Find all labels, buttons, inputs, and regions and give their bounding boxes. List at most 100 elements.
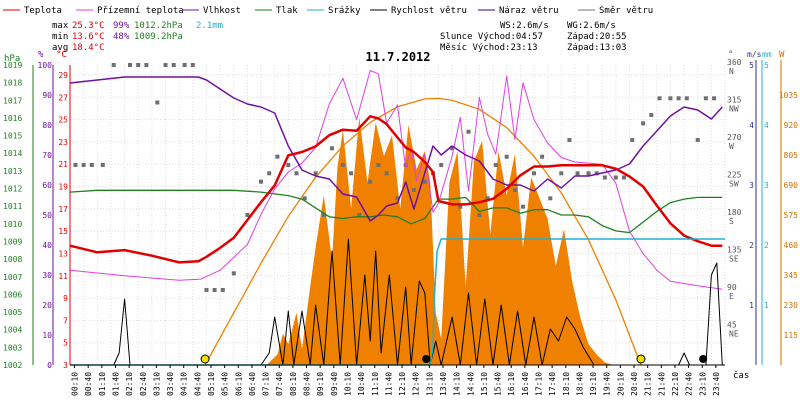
y-tick-mm: 3: [764, 181, 769, 190]
y-tick-pct: 60: [42, 181, 52, 190]
x-tick-label: 16:10: [507, 372, 516, 396]
x-tick-label: 11:10: [371, 372, 380, 396]
y-tick-dir-value: 315: [727, 96, 742, 105]
wind-direction-point: [649, 113, 654, 117]
legend-label-tlak: Tlak: [276, 6, 298, 16]
axis-unit-temp: °C: [56, 50, 67, 60]
y-tick-mm: 1: [764, 301, 769, 310]
y-tick-hpa: 1002: [3, 361, 22, 370]
legend-label-teplota: Teplota: [24, 6, 62, 16]
wind-direction-point: [100, 163, 105, 167]
x-tick-label: 22:10: [671, 372, 680, 396]
wind-direction-point: [349, 171, 354, 176]
y-tick-w: 345: [784, 271, 799, 280]
sun-theoretical-curve: [204, 97, 642, 366]
stats-block: max 25.3°C 99% 1012.2hPa 2.1mm min 13.6°…: [52, 21, 223, 53]
y-tick-hpa: 1015: [3, 132, 22, 141]
y-tick-w: 230: [784, 301, 799, 310]
x-tick-label: 07:10: [262, 372, 271, 396]
x-tick-label: 15:40: [494, 372, 503, 396]
wind-direction-point: [485, 196, 490, 201]
y-tick-w: 575: [784, 211, 799, 220]
x-tick-label: 14:40: [466, 372, 475, 396]
wind-direction-point: [286, 163, 291, 167]
y-tick-hpa: 1008: [3, 255, 22, 264]
y-tick-dir-value: 360: [727, 58, 742, 67]
wind-direction-point: [532, 171, 536, 176]
y-tick-hpa: 1003: [3, 343, 22, 352]
wind-direction-point: [231, 271, 236, 276]
info-ws: WS:2.6m/s: [500, 21, 549, 31]
y-tick-dir-name: NE: [729, 330, 739, 339]
legend-label-smer-vetru: Směr větru: [599, 6, 653, 16]
axis-unit-dir: °: [728, 50, 733, 60]
wind-direction-point: [259, 179, 263, 184]
wind-direction-markers: [73, 63, 717, 292]
wind-direction-point: [676, 96, 681, 101]
x-tick-label: 03:40: [166, 372, 175, 396]
stat-max-rain: 2.1mm: [196, 21, 223, 31]
y-tick-ms: 4: [749, 121, 754, 130]
wind-direction-point: [657, 96, 662, 101]
x-tick-label: 03:10: [152, 372, 161, 396]
y-tick-pct: 90: [42, 91, 52, 100]
moonrise-marker: [699, 355, 708, 363]
y-tick-pct: 80: [42, 121, 52, 130]
axis-unit-hpa: hPa: [4, 54, 20, 64]
y-tick-pct: 70: [42, 151, 52, 160]
ground-temperature-line: [69, 70, 723, 290]
stat-max-press: 1012.2hPa: [134, 21, 183, 31]
y-tick-temp: 13: [58, 249, 68, 258]
y-tick-temp: 23: [58, 138, 68, 147]
y-tick-hpa: 1013: [3, 167, 22, 176]
wind-direction-point: [684, 96, 689, 101]
wind-direction-point: [81, 163, 86, 167]
solar-radiation-fill: [70, 117, 725, 365]
wind-direction-point: [613, 175, 618, 180]
y-tick-dir-value: 45: [727, 321, 737, 330]
y-tick-hpa: 1005: [3, 308, 22, 317]
wind-direction-point: [111, 63, 116, 67]
x-tick-label: 01:10: [98, 372, 107, 396]
y-tick-dir-value: 270: [727, 133, 742, 142]
info-wg: WG:2.6m/s: [567, 21, 616, 31]
x-tick-label: 18:10: [562, 372, 571, 396]
wind-direction-point: [458, 204, 463, 209]
x-tick-label: 15:10: [480, 372, 489, 396]
legend-label-vlhkost: Vlhkost: [203, 6, 241, 16]
x-tick-label: 17:40: [548, 372, 557, 396]
y-tick-pct: 30: [42, 271, 52, 280]
y-tick-temp: 3: [63, 361, 68, 370]
x-tick-label: 20:40: [630, 372, 639, 396]
wind-direction-point: [411, 188, 416, 192]
y-tick-w: 460: [784, 241, 799, 250]
y-tick-pct: 40: [42, 241, 52, 250]
wind-direction-point: [190, 63, 195, 67]
y-tick-hpa: 1018: [3, 79, 22, 88]
x-tick-label: 00:10: [71, 372, 80, 396]
legend-label-srazky: Srážky: [328, 6, 361, 16]
y-tick-hpa: 1014: [3, 149, 22, 158]
wind-direction-point: [602, 175, 607, 180]
x-tick-label: 07:40: [275, 372, 284, 396]
axis-unit-ms: m/s: [747, 50, 762, 59]
wind-direction-point: [128, 63, 132, 67]
wind-direction-point: [422, 179, 427, 184]
wind-direction-point: [136, 63, 141, 67]
wind-direction-point: [340, 163, 345, 167]
x-tick-label: 18:40: [575, 372, 584, 396]
wind-direction-point: [493, 163, 498, 167]
x-tick-label: 05:40: [221, 372, 230, 396]
y-tick-pct: 20: [42, 301, 52, 310]
info-moon: Měsíc Východ:23:13: [440, 43, 538, 53]
wind-direction-point: [512, 188, 517, 192]
x-tick-label: 21:10: [644, 372, 653, 396]
y-tick-hpa: 1016: [3, 114, 22, 123]
y-tick-dir-value: 180: [727, 208, 742, 217]
y-tick-temp: 5: [63, 339, 68, 348]
y-tick-temp: 17: [58, 205, 68, 214]
wind-direction-point: [540, 154, 545, 159]
stat-min-press: 1009.2hPa: [134, 32, 183, 42]
y-tick-ms: 2: [749, 241, 754, 250]
wind-direction-point: [586, 171, 591, 176]
